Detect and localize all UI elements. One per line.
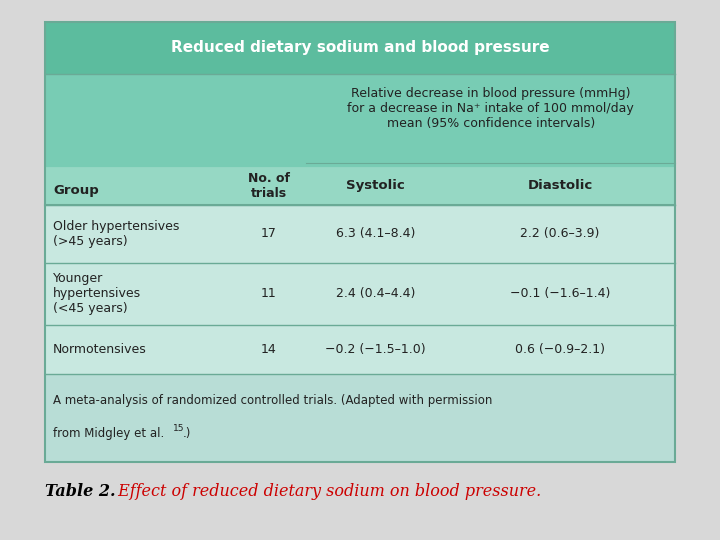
Bar bbox=[45, 167, 675, 205]
Text: Reduced dietary sodium and blood pressure: Reduced dietary sodium and blood pressur… bbox=[171, 40, 549, 56]
Text: Relative decrease in blood pressure (mmHg)
for a decrease in Na⁺ intake of 100 m: Relative decrease in blood pressure (mmH… bbox=[347, 87, 634, 130]
Text: Diastolic: Diastolic bbox=[527, 179, 593, 192]
Text: 2.4 (0.4–4.4): 2.4 (0.4–4.4) bbox=[336, 287, 415, 300]
Text: No. of
trials: No. of trials bbox=[248, 172, 289, 200]
Text: Older hypertensives
(>45 years): Older hypertensives (>45 years) bbox=[53, 220, 179, 248]
Text: 6.3 (4.1–8.4): 6.3 (4.1–8.4) bbox=[336, 227, 415, 240]
Text: A meta-analysis of randomized controlled trials. (Adapted with permission: A meta-analysis of randomized controlled… bbox=[53, 394, 492, 407]
Text: Effect of reduced dietary sodium on blood pressure.: Effect of reduced dietary sodium on bloo… bbox=[113, 483, 541, 501]
Text: −0.1 (−1.6–1.4): −0.1 (−1.6–1.4) bbox=[510, 287, 611, 300]
Bar bbox=[45, 374, 675, 462]
Text: from Midgley et al.: from Midgley et al. bbox=[53, 427, 164, 440]
Text: .): .) bbox=[183, 427, 192, 440]
Text: 15: 15 bbox=[173, 424, 184, 433]
Text: Table 2.: Table 2. bbox=[45, 483, 116, 501]
Text: Systolic: Systolic bbox=[346, 179, 405, 192]
Text: Younger
hypertensives
(<45 years): Younger hypertensives (<45 years) bbox=[53, 272, 141, 315]
Bar bbox=[45, 22, 675, 74]
Text: 2.2 (0.6–3.9): 2.2 (0.6–3.9) bbox=[521, 227, 600, 240]
Text: 11: 11 bbox=[261, 287, 276, 300]
Bar bbox=[45, 22, 675, 462]
Text: −0.2 (−1.5–1.0): −0.2 (−1.5–1.0) bbox=[325, 343, 426, 356]
Text: Group: Group bbox=[53, 184, 99, 197]
Text: 0.6 (−0.9–2.1): 0.6 (−0.9–2.1) bbox=[515, 343, 605, 356]
Text: Normotensives: Normotensives bbox=[53, 343, 147, 356]
Text: 17: 17 bbox=[261, 227, 276, 240]
Bar bbox=[45, 263, 675, 325]
Text: 14: 14 bbox=[261, 343, 276, 356]
Bar bbox=[45, 74, 675, 167]
Bar bbox=[45, 325, 675, 374]
Bar bbox=[45, 205, 675, 263]
